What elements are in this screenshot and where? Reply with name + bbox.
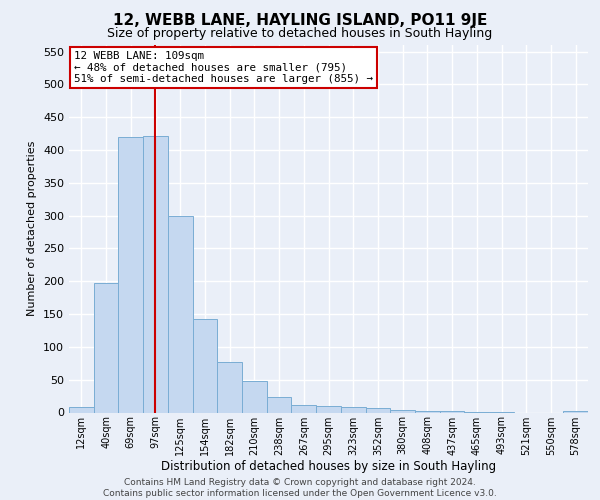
- Bar: [143, 136, 168, 412]
- Bar: [390, 410, 415, 412]
- Text: 12, WEBB LANE, HAYLING ISLAND, PO11 9JE: 12, WEBB LANE, HAYLING ISLAND, PO11 9JE: [113, 12, 487, 28]
- Bar: [440, 411, 464, 412]
- Bar: [267, 397, 292, 412]
- Bar: [341, 407, 365, 412]
- Bar: [168, 216, 193, 412]
- Text: Contains HM Land Registry data © Crown copyright and database right 2024.
Contai: Contains HM Land Registry data © Crown c…: [103, 478, 497, 498]
- X-axis label: Distribution of detached houses by size in South Hayling: Distribution of detached houses by size …: [161, 460, 496, 473]
- Bar: [193, 320, 217, 412]
- Bar: [118, 137, 143, 412]
- Bar: [365, 408, 390, 412]
- Bar: [94, 282, 118, 412]
- Bar: [292, 404, 316, 412]
- Bar: [217, 362, 242, 412]
- Bar: [415, 410, 440, 412]
- Bar: [563, 410, 588, 412]
- Text: Size of property relative to detached houses in South Hayling: Size of property relative to detached ho…: [107, 28, 493, 40]
- Bar: [69, 407, 94, 412]
- Bar: [242, 381, 267, 412]
- Y-axis label: Number of detached properties: Number of detached properties: [28, 141, 37, 316]
- Bar: [316, 406, 341, 412]
- Text: 12 WEBB LANE: 109sqm
← 48% of detached houses are smaller (795)
51% of semi-deta: 12 WEBB LANE: 109sqm ← 48% of detached h…: [74, 50, 373, 84]
